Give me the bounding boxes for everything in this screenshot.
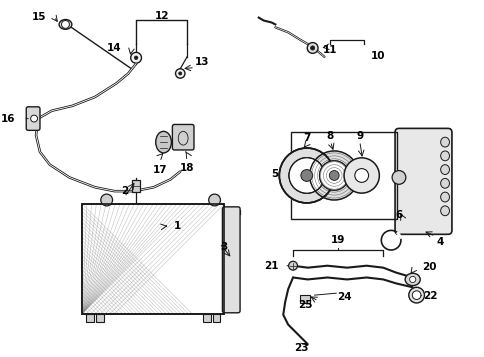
Bar <box>202 314 210 322</box>
Ellipse shape <box>59 20 72 29</box>
Bar <box>299 295 309 303</box>
Text: 3: 3 <box>220 242 227 252</box>
Text: 17: 17 <box>153 165 167 175</box>
Text: 6: 6 <box>394 210 402 220</box>
Ellipse shape <box>440 137 449 147</box>
FancyBboxPatch shape <box>394 129 451 234</box>
Text: 15: 15 <box>31 11 46 21</box>
Text: 1: 1 <box>173 221 181 231</box>
Circle shape <box>409 276 415 282</box>
Circle shape <box>354 169 368 182</box>
Text: 23: 23 <box>293 343 307 353</box>
Text: 11: 11 <box>322 45 337 55</box>
Circle shape <box>343 158 378 193</box>
Circle shape <box>319 161 348 190</box>
Polygon shape <box>279 148 333 203</box>
Circle shape <box>131 52 141 63</box>
FancyBboxPatch shape <box>222 207 240 313</box>
FancyBboxPatch shape <box>26 107 40 130</box>
Circle shape <box>208 194 220 206</box>
Text: 25: 25 <box>298 300 312 310</box>
Text: 24: 24 <box>336 292 350 302</box>
Circle shape <box>288 158 324 193</box>
Text: 20: 20 <box>422 262 436 272</box>
Text: 16: 16 <box>1 114 15 124</box>
Ellipse shape <box>440 165 449 175</box>
Circle shape <box>288 261 297 270</box>
Ellipse shape <box>440 206 449 216</box>
Circle shape <box>61 20 69 28</box>
Text: 12: 12 <box>154 11 168 21</box>
Circle shape <box>101 194 112 206</box>
Circle shape <box>391 171 405 184</box>
Ellipse shape <box>440 192 449 202</box>
Bar <box>82 204 224 314</box>
Circle shape <box>134 56 137 60</box>
Text: 7: 7 <box>302 133 310 143</box>
FancyBboxPatch shape <box>172 125 194 150</box>
Circle shape <box>310 46 314 50</box>
Circle shape <box>175 69 184 78</box>
Text: 2: 2 <box>121 186 128 196</box>
Bar <box>96 314 104 322</box>
Text: 19: 19 <box>330 235 345 245</box>
Circle shape <box>30 115 37 122</box>
Text: 4: 4 <box>436 237 443 247</box>
Ellipse shape <box>155 131 171 153</box>
Text: 9: 9 <box>355 131 363 141</box>
Text: 22: 22 <box>423 291 437 301</box>
Text: 13: 13 <box>195 57 209 67</box>
Bar <box>212 314 220 322</box>
Text: 14: 14 <box>106 43 121 53</box>
Circle shape <box>300 170 312 181</box>
Text: 10: 10 <box>370 51 384 61</box>
Ellipse shape <box>404 273 420 286</box>
FancyBboxPatch shape <box>132 180 140 192</box>
Polygon shape <box>309 151 358 200</box>
Text: 18: 18 <box>180 163 194 173</box>
Bar <box>82 204 224 314</box>
Circle shape <box>411 291 420 300</box>
Circle shape <box>178 72 182 75</box>
Bar <box>86 314 94 322</box>
Bar <box>290 132 396 218</box>
Circle shape <box>329 171 338 180</box>
Circle shape <box>408 287 424 303</box>
Circle shape <box>307 42 318 53</box>
Ellipse shape <box>440 151 449 161</box>
Text: 8: 8 <box>326 131 333 141</box>
Text: 5: 5 <box>271 170 278 180</box>
Text: 21: 21 <box>263 261 278 271</box>
Ellipse shape <box>440 178 449 188</box>
